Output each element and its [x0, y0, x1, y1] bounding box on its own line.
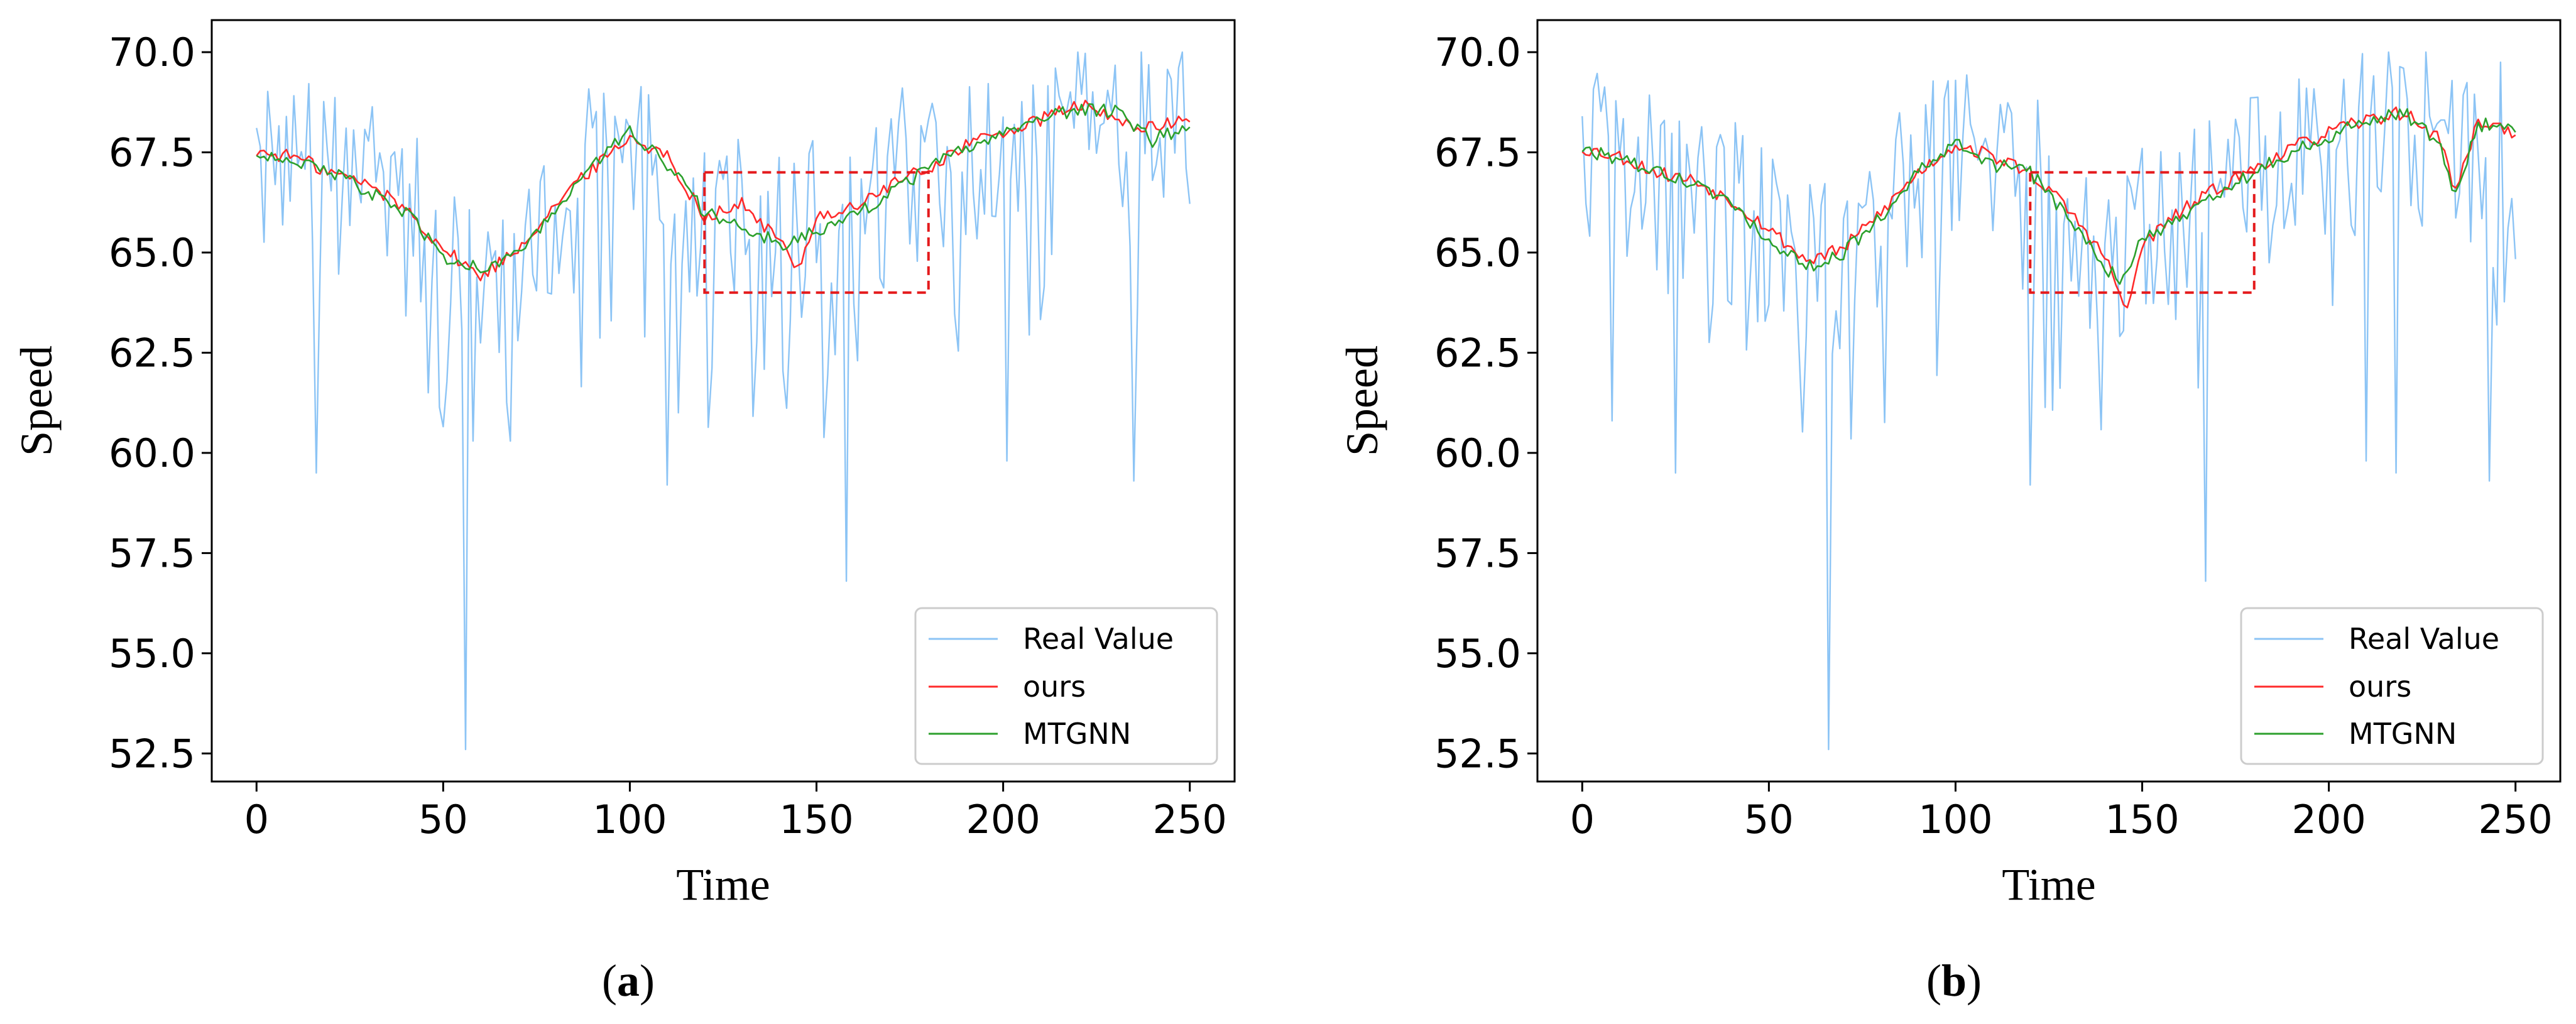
series-group-a: [256, 51, 1191, 751]
legend-box-b: [2240, 607, 2544, 765]
ticks-a: 52.5 55.0 57.5 60.0 62.5 65.0 67.5 70.0 0 50 100 15…: [109, 30, 1227, 842]
x-tick-label: 200: [966, 797, 1040, 842]
series-group-b: [1581, 51, 2516, 751]
ticks-b: 52.5 55.0 57.5 60.0 62.5 65.0 67.5 70.0 0 50 100 15…: [1434, 30, 2553, 842]
y-tick-label: 70.0: [1434, 30, 1521, 75]
y-tick-label: 67.5: [109, 130, 195, 176]
legend-label-mtgnn-b: MTGNN: [2349, 717, 2457, 751]
panel-letter-a: a: [617, 956, 640, 1006]
x-tick-label: 100: [1918, 797, 1992, 842]
series-line-real-value: [256, 51, 1191, 751]
highlight-box-b: [2029, 171, 2256, 294]
legend-label-ours-b: ours: [2349, 670, 2411, 704]
legend-label-real-b: Real Value: [2349, 622, 2499, 656]
x-tick-label: 100: [592, 797, 667, 842]
y-tick-label: 57.5: [1434, 530, 1521, 576]
x-tick-label: 250: [1153, 797, 1227, 842]
y-tick-label: 62.5: [1434, 330, 1521, 376]
x-tick-label: 150: [779, 797, 853, 842]
y-tick-label: 60.0: [1434, 430, 1521, 476]
y-tick-label: 55.0: [109, 631, 195, 677]
y-tick-label: 57.5: [109, 530, 195, 576]
y-tick-label: 60.0: [109, 430, 195, 476]
y-axis-label-a: Speed: [11, 346, 62, 456]
x-tick-label: 0: [244, 797, 269, 842]
legend-label-ours-a: ours: [1023, 670, 1086, 704]
series-line-mtgnn: [1581, 108, 2516, 285]
x-tick-label: 0: [1570, 797, 1595, 842]
x-tick-label: 50: [418, 797, 468, 842]
panel-a: 52.5 55.0 57.5 60.0 62.5 65.0 67.5 70.0 0 50 100 15…: [11, 19, 1236, 1006]
legend-label-real-a: Real Value: [1023, 622, 1174, 656]
y-tick-label: 52.5: [1434, 731, 1521, 776]
panel-caption-b: (b): [1926, 956, 1982, 1006]
highlight-box-a: [703, 171, 930, 294]
x-tick-label: 50: [1744, 797, 1794, 842]
y-tick-label: 65.0: [1434, 230, 1521, 276]
y-axis-label-b: Speed: [1337, 346, 1387, 456]
y-tick-label: 55.0: [1434, 631, 1521, 677]
legend-b: Real Value ours MTGNN: [2240, 607, 2544, 765]
series-line-mtgnn: [256, 103, 1191, 274]
panel-letter-b: b: [1941, 956, 1967, 1006]
y-tick-label: 67.5: [1434, 130, 1521, 176]
y-tick-label: 70.0: [109, 30, 195, 75]
y-tick-label: 62.5: [109, 330, 195, 376]
legend-a: Real Value ours MTGNN: [914, 607, 1218, 765]
panel-caption-a: (a): [602, 956, 655, 1006]
x-axis-label-b: Time: [2002, 859, 2095, 910]
x-tick-label: 250: [2479, 797, 2553, 842]
x-axis-label-a: Time: [676, 859, 770, 910]
y-tick-label: 52.5: [109, 731, 195, 776]
series-line-real-value: [1581, 51, 2516, 751]
x-tick-label: 200: [2291, 797, 2366, 842]
legend-box-a: [914, 607, 1218, 765]
panel-b: 52.5 55.0 57.5 60.0 62.5 65.0 67.5 70.0 0 50 100 15…: [1337, 19, 2562, 1006]
y-tick-label: 65.0: [109, 230, 195, 276]
legend-label-mtgnn-a: MTGNN: [1023, 717, 1131, 751]
x-tick-label: 150: [2105, 797, 2179, 842]
